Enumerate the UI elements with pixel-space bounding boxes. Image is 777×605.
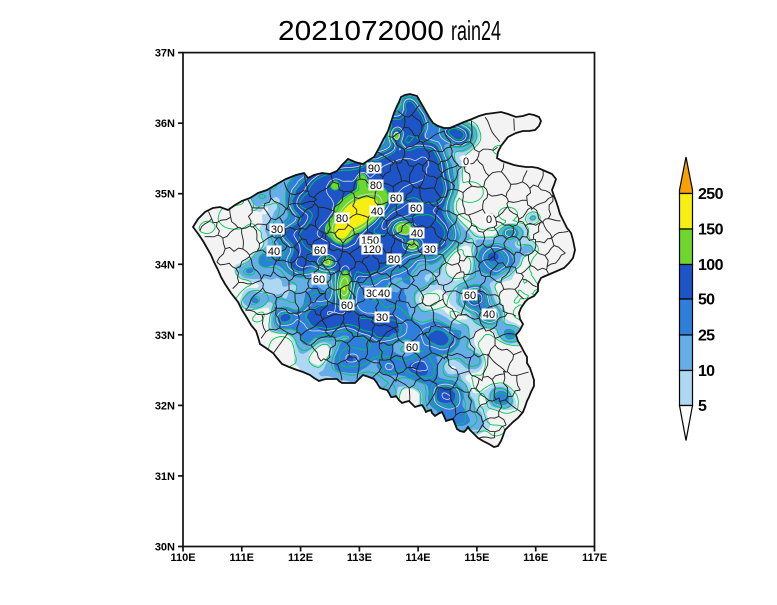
svg-text:112E: 112E — [288, 552, 313, 564]
svg-text:60: 60 — [313, 274, 325, 286]
svg-text:113E: 113E — [347, 552, 372, 564]
svg-text:120: 120 — [363, 244, 381, 256]
svg-text:0: 0 — [463, 156, 469, 168]
svg-text:60: 60 — [464, 290, 476, 302]
svg-text:34N: 34N — [155, 259, 175, 271]
svg-text:rain24: rain24 — [451, 15, 501, 46]
svg-text:5: 5 — [698, 398, 707, 415]
svg-text:40: 40 — [411, 228, 423, 240]
svg-text:25: 25 — [698, 328, 715, 345]
svg-text:110E: 110E — [170, 552, 195, 564]
svg-text:60: 60 — [406, 342, 418, 354]
svg-text:30N: 30N — [155, 542, 175, 554]
svg-text:10: 10 — [698, 363, 715, 380]
svg-text:60: 60 — [314, 245, 326, 257]
svg-text:150: 150 — [698, 222, 724, 239]
svg-text:116E: 116E — [523, 552, 548, 564]
svg-text:80: 80 — [388, 254, 400, 266]
svg-text:33N: 33N — [155, 330, 175, 342]
svg-text:40: 40 — [483, 309, 495, 321]
svg-text:31N: 31N — [155, 471, 175, 483]
svg-text:100: 100 — [698, 257, 724, 274]
svg-text:117E: 117E — [582, 552, 607, 564]
svg-text:60: 60 — [390, 193, 402, 205]
svg-text:60: 60 — [341, 300, 353, 312]
svg-text:40: 40 — [268, 246, 280, 258]
svg-text:90: 90 — [368, 163, 380, 175]
svg-text:0: 0 — [486, 214, 492, 226]
svg-text:40: 40 — [371, 206, 383, 218]
svg-text:250: 250 — [698, 186, 724, 203]
svg-text:30: 30 — [366, 288, 378, 300]
svg-text:40: 40 — [378, 288, 390, 300]
svg-text:30: 30 — [424, 244, 436, 256]
svg-text:37N: 37N — [155, 48, 175, 60]
svg-text:80: 80 — [370, 180, 382, 192]
svg-text:30: 30 — [271, 224, 283, 236]
svg-text:111E: 111E — [230, 552, 254, 564]
svg-text:50: 50 — [698, 292, 715, 309]
svg-text:35N: 35N — [155, 189, 175, 201]
svg-text:80: 80 — [336, 213, 348, 225]
svg-text:60: 60 — [410, 203, 422, 215]
svg-text:32N: 32N — [155, 400, 175, 412]
svg-text:115E: 115E — [464, 552, 489, 564]
svg-text:2021072000: 2021072000 — [278, 15, 444, 46]
svg-text:114E: 114E — [406, 552, 431, 564]
svg-text:30: 30 — [376, 312, 388, 324]
svg-text:36N: 36N — [155, 118, 175, 130]
